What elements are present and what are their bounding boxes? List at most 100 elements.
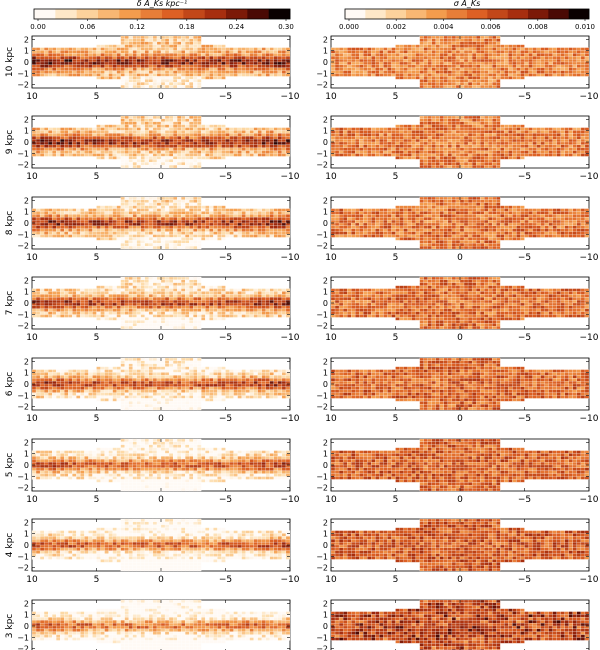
- map-cell: [132, 121, 137, 125]
- map-cell: [205, 64, 210, 68]
- map-cell: [156, 441, 162, 445]
- map-cell: [72, 305, 77, 309]
- map-cell: [229, 217, 234, 221]
- map-cell: [132, 479, 137, 483]
- map-cell: [116, 314, 121, 318]
- map-cell: [96, 305, 101, 309]
- map-cell: [148, 383, 154, 387]
- map-cell: [88, 389, 93, 393]
- map-cell: [189, 85, 194, 89]
- map-cell: [225, 369, 230, 373]
- map-cell: [205, 53, 210, 57]
- map-cell: [120, 291, 125, 295]
- map-cell: [257, 222, 262, 226]
- map-cell: [160, 165, 166, 169]
- map-cell: [229, 297, 234, 301]
- map-cell: [104, 211, 109, 215]
- map-cell: [209, 459, 214, 463]
- map-cell: [128, 459, 133, 463]
- map-cell: [209, 61, 214, 65]
- map-cell: [72, 389, 77, 393]
- map-cell: [281, 225, 287, 229]
- map-cell: [35, 67, 41, 71]
- map-cell: [84, 222, 89, 226]
- map-cell: [253, 144, 258, 148]
- map-cell: [144, 130, 150, 134]
- map-cell: [88, 369, 93, 373]
- map-cell: [60, 395, 65, 399]
- map-cell: [80, 462, 85, 466]
- map-cell: [241, 47, 246, 51]
- map-cell: [48, 211, 53, 215]
- map-cell: [96, 50, 101, 54]
- colorbar-swatch: [385, 9, 407, 19]
- map-cell: [185, 279, 190, 283]
- map-cell: [84, 153, 89, 157]
- map-cell: [120, 165, 125, 169]
- map-cell: [241, 375, 246, 379]
- map-cell: [189, 156, 194, 160]
- map-cell: [68, 211, 73, 215]
- colorbar-tick-label: 0.24: [229, 23, 245, 31]
- map-cell: [64, 130, 69, 134]
- map-cell: [156, 237, 162, 241]
- map-cell: [120, 141, 125, 145]
- map-cell: [140, 453, 145, 457]
- map-cell: [185, 389, 190, 393]
- map-cell: [140, 136, 145, 140]
- map-cell: [160, 447, 166, 451]
- map-cell: [124, 294, 129, 298]
- map-cell: [201, 61, 206, 65]
- map-cell: [108, 64, 113, 68]
- map-cell: [241, 61, 246, 65]
- map-cell: [108, 297, 113, 301]
- map-cell: [152, 473, 158, 477]
- map-cell: [68, 395, 73, 399]
- map-cell: [84, 130, 89, 134]
- map-cell: [269, 130, 274, 134]
- map-cell: [128, 375, 133, 379]
- map-cell: [156, 41, 162, 45]
- map-cell: [273, 381, 279, 385]
- map-cell: [237, 288, 242, 292]
- map-cell: [164, 208, 170, 212]
- map-cell: [96, 288, 101, 292]
- map-cell: [217, 44, 222, 48]
- map-cell: [181, 147, 186, 151]
- map-cell: [104, 64, 109, 68]
- map-cell: [144, 470, 150, 474]
- map-cell: [112, 133, 117, 137]
- map-cell: [177, 282, 182, 286]
- map-cell: [177, 320, 182, 324]
- map-cell: [265, 61, 270, 65]
- map-cell: [104, 231, 109, 235]
- map-cell: [172, 389, 178, 393]
- map-cell: [201, 288, 206, 292]
- map-cell: [257, 311, 262, 315]
- map-cell: [181, 456, 186, 460]
- map-cell: [201, 222, 206, 226]
- map-cell: [245, 136, 250, 140]
- map-cell: [185, 141, 190, 145]
- map-cell: [128, 85, 133, 89]
- map-cell: [104, 205, 109, 209]
- map-cell: [31, 381, 37, 385]
- map-cell: [39, 305, 45, 309]
- map-cell: [112, 317, 117, 321]
- map-cell: [116, 450, 121, 454]
- map-cell: [269, 389, 274, 393]
- map-cell: [140, 118, 145, 122]
- map-cell: [72, 147, 77, 151]
- map-cell: [237, 56, 242, 60]
- map-cell: [39, 64, 45, 68]
- map-cell: [64, 288, 69, 292]
- map-cell: [39, 383, 45, 387]
- map-cell: [128, 196, 133, 200]
- map-cell: [201, 130, 206, 134]
- map-cell: [164, 56, 170, 60]
- map-cell: [48, 64, 53, 68]
- map-cell: [128, 139, 133, 143]
- map-cell: [108, 61, 113, 65]
- map-cell: [124, 61, 129, 65]
- map-cell: [64, 136, 69, 140]
